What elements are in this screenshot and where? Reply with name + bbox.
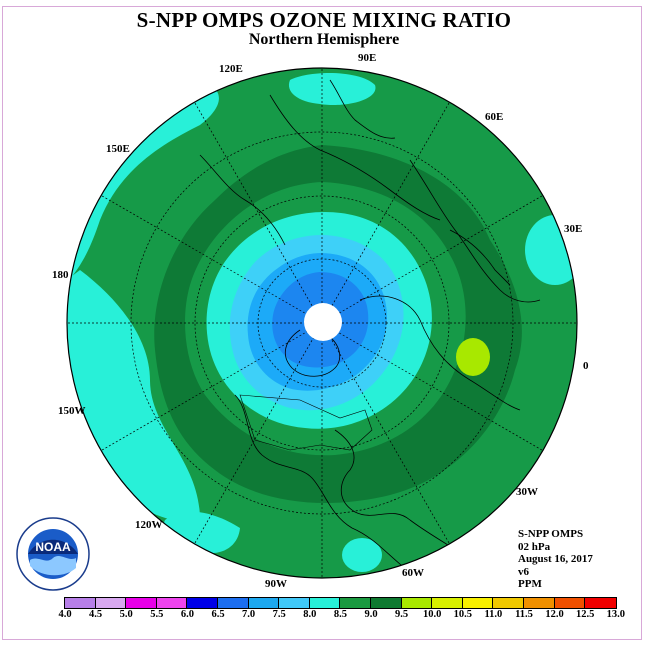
colorbar-swatch bbox=[585, 598, 616, 608]
lon-label-60e: 60E bbox=[485, 111, 504, 123]
lon-label-120e: 120E bbox=[219, 63, 243, 75]
colorbar-swatch bbox=[217, 598, 249, 608]
colorbar-swatch bbox=[65, 598, 96, 608]
coast-greenland bbox=[284, 329, 341, 377]
colorbar-tick-label: 10.0 bbox=[423, 609, 442, 620]
colorbar bbox=[64, 597, 617, 609]
graticule bbox=[67, 68, 577, 578]
lon-label-180: 180 bbox=[52, 269, 69, 281]
colorbar-tick-label: 5.0 bbox=[119, 609, 133, 620]
noaa-logo: NOAA bbox=[16, 517, 90, 591]
lon-label-90e: 90E bbox=[358, 52, 377, 64]
ozone-level-8.0-south bbox=[342, 538, 382, 572]
noaa-logo-text: NOAA bbox=[35, 540, 71, 554]
colorbar-tick-label: 6.0 bbox=[180, 609, 194, 620]
colorbar-swatch bbox=[462, 598, 494, 608]
coast-europe bbox=[359, 295, 521, 411]
product-info: S-NPP OMPS 02 hPa August 16, 2017 v6 PPM bbox=[518, 528, 593, 591]
info-instrument: S-NPP OMPS bbox=[518, 528, 584, 540]
meridian-30e bbox=[321, 195, 543, 324]
lon-label-30e: 30E bbox=[564, 223, 583, 235]
meridian-150w bbox=[101, 322, 323, 451]
ozone-level-9.5-patch bbox=[456, 338, 490, 376]
meridian-60w bbox=[321, 322, 450, 544]
ozone-level-8.0-north bbox=[288, 73, 376, 106]
colorbar-tick-label: 4.0 bbox=[58, 609, 72, 620]
coast-hudson-region bbox=[239, 394, 373, 451]
lon-label-30w: 30W bbox=[516, 486, 538, 498]
lon-label-90w: 90W bbox=[265, 578, 287, 590]
colorbar-tick-label: 10.5 bbox=[453, 609, 472, 620]
colorbar-swatch bbox=[95, 598, 127, 608]
colorbar-tick-label: 11.0 bbox=[484, 609, 503, 620]
lon-label-150e: 150E bbox=[106, 143, 130, 155]
latitude-circle-60 bbox=[194, 195, 450, 451]
colorbar-swatch bbox=[248, 598, 280, 608]
colorbar-tick-label: 9.0 bbox=[364, 609, 378, 620]
colorbar-tick-label: 13.0 bbox=[606, 609, 625, 620]
coast-mediterranean bbox=[449, 229, 511, 286]
coast-north-america-east bbox=[334, 429, 471, 561]
meridian-30w bbox=[321, 322, 543, 451]
colorbar-swatch bbox=[279, 598, 310, 608]
meridian-150e bbox=[101, 195, 323, 324]
colorbar-tick-label: 7.5 bbox=[272, 609, 286, 620]
map-title: S-NPP OMPS OZONE MIXING RATIO bbox=[136, 8, 512, 32]
lon-label-150w: 150W bbox=[58, 405, 86, 417]
info-pressure: 02 hPa bbox=[518, 540, 551, 553]
colorbar-tick-label: 9.5 bbox=[395, 609, 409, 620]
colorbar-swatch bbox=[523, 598, 555, 608]
lon-label-60w: 60W bbox=[402, 567, 424, 579]
figure-frame bbox=[2, 6, 642, 640]
lon-label-120w: 120W bbox=[135, 519, 163, 531]
colorbar-swatch bbox=[370, 598, 402, 608]
meridian-60e bbox=[321, 102, 450, 324]
colorbar-tick-label: 7.0 bbox=[242, 609, 256, 620]
map-boundary bbox=[66, 67, 578, 579]
colorbar-tick-label: 6.5 bbox=[211, 609, 225, 620]
colorbar-swatch bbox=[187, 598, 218, 608]
colorbar-swatch bbox=[432, 598, 463, 608]
coast-asia-east bbox=[409, 159, 541, 303]
meridian-120w bbox=[194, 322, 323, 544]
colorbar-swatch bbox=[340, 598, 371, 608]
colorbar-swatch bbox=[156, 598, 188, 608]
coast-north-america-west bbox=[234, 394, 421, 578]
colorbar-swatch bbox=[401, 598, 433, 608]
colorbar-tick-label: 8.0 bbox=[303, 609, 317, 620]
colorbar-tick-label: 4.5 bbox=[89, 609, 103, 620]
coast-siberia bbox=[269, 94, 441, 221]
lon-label-0: 0 bbox=[583, 360, 589, 372]
info-date: August 16, 2017 bbox=[518, 553, 593, 565]
info-version: v6 bbox=[518, 565, 529, 578]
coastlines bbox=[199, 79, 541, 578]
colorbar-tick-label: 11.5 bbox=[515, 609, 533, 620]
coast-india bbox=[329, 79, 396, 139]
colorbar-tick-label: 8.5 bbox=[333, 609, 347, 620]
colorbar-swatch bbox=[309, 598, 341, 608]
colorbar-swatch bbox=[554, 598, 586, 608]
meridian-120e bbox=[194, 102, 323, 324]
latitude-circle-40 bbox=[130, 131, 514, 515]
colorbar-tick-label: 12.5 bbox=[576, 609, 595, 620]
colorbar-swatch bbox=[493, 598, 524, 608]
coast-bering bbox=[199, 154, 286, 246]
colorbar-tick-label: 5.5 bbox=[150, 609, 164, 620]
polar-no-data-gap bbox=[304, 303, 342, 341]
colorbar-tick-label: 12.0 bbox=[545, 609, 564, 620]
colorbar-swatch bbox=[126, 598, 157, 608]
info-units: PPM bbox=[518, 578, 542, 590]
map-subtitle: Northern Hemisphere bbox=[248, 31, 400, 48]
